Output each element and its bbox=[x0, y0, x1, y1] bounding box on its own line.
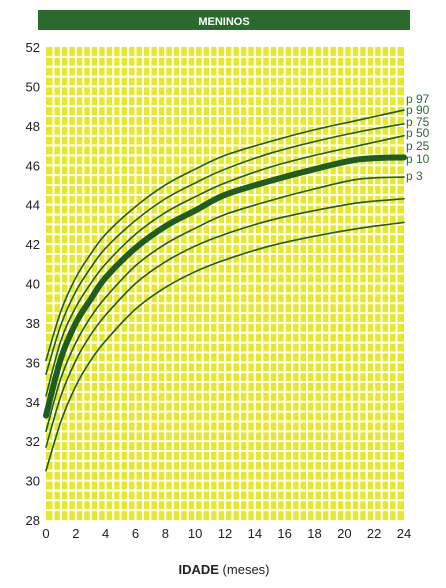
percentile-labels: p 97p 90p 75p 50p 25p 10 p 3 bbox=[406, 92, 430, 183]
curve-p90 bbox=[45, 123, 405, 375]
x-tick-label: 4 bbox=[102, 526, 109, 541]
y-tick-label: 42 bbox=[26, 237, 40, 252]
chart-header-bar bbox=[38, 10, 410, 30]
series-label-p3: p 3 bbox=[406, 169, 423, 183]
curve-p75 bbox=[45, 134, 405, 397]
percentile-curves bbox=[43, 109, 407, 472]
x-axis-ticks: 0 2 4 6 8 10 12 14 16 18 20 22 24 bbox=[42, 526, 411, 541]
x-tick-label: 12 bbox=[218, 526, 232, 541]
y-tick-label: 28 bbox=[26, 513, 40, 528]
y-tick-label: 32 bbox=[26, 434, 40, 449]
curve-p97 bbox=[45, 109, 405, 362]
y-tick-label: 50 bbox=[26, 79, 40, 94]
x-tick-label: 6 bbox=[132, 526, 139, 541]
series-label-p50: p 50 bbox=[406, 126, 430, 140]
x-tick-label: 10 bbox=[188, 526, 202, 541]
series-label-p75: p 75 bbox=[406, 115, 430, 129]
y-tick-label: 46 bbox=[26, 158, 40, 173]
x-axis-label-unit: (meses) bbox=[219, 562, 270, 577]
y-tick-label: 34 bbox=[26, 395, 40, 410]
y-tick-label: 30 bbox=[26, 474, 40, 489]
y-axis-ticks: 28 30 32 34 36 38 40 42 44 46 48 50 52 bbox=[26, 40, 40, 528]
curve-p50 bbox=[43, 154, 407, 419]
x-tick-label: 2 bbox=[72, 526, 79, 541]
series-label-p90: p 90 bbox=[406, 103, 430, 117]
x-tick-label: 8 bbox=[162, 526, 169, 541]
x-tick-label: 16 bbox=[277, 526, 291, 541]
curve-p3 bbox=[45, 221, 405, 472]
y-tick-label: 40 bbox=[26, 277, 40, 292]
y-tick-label: 44 bbox=[26, 198, 40, 213]
curve-p25 bbox=[45, 176, 405, 433]
chart-title: MENINOS bbox=[198, 16, 249, 28]
series-label-p10: p 10 bbox=[406, 152, 430, 166]
y-tick-label: 36 bbox=[26, 355, 40, 370]
x-tick-label: 18 bbox=[307, 526, 321, 541]
series-label-p25: p 25 bbox=[406, 139, 430, 153]
series-label-p97: p 97 bbox=[406, 92, 430, 106]
curve-p10 bbox=[45, 197, 405, 448]
x-tick-label: 20 bbox=[337, 526, 351, 541]
y-tick-label: 38 bbox=[26, 316, 40, 331]
x-axis-label: IDADE (meses) bbox=[178, 562, 269, 577]
y-tick-label: 48 bbox=[26, 119, 40, 134]
y-tick-label: 52 bbox=[26, 40, 40, 55]
x-axis-label-bold: IDADE bbox=[178, 562, 219, 577]
x-tick-label: 24 bbox=[397, 526, 411, 541]
x-tick-label: 0 bbox=[42, 526, 49, 541]
x-tick-label: 14 bbox=[248, 526, 262, 541]
x-tick-label: 22 bbox=[367, 526, 381, 541]
